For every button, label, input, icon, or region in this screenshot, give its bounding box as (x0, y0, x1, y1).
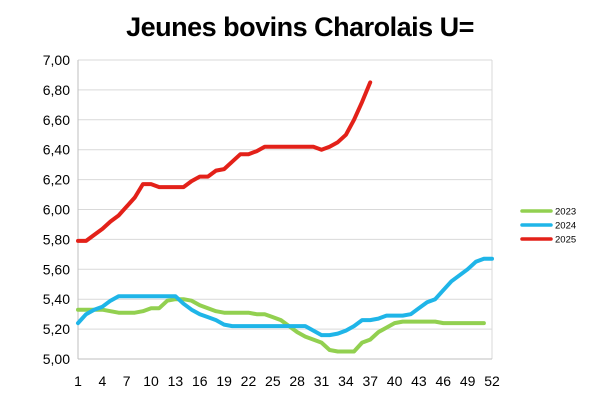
legend: 2023 2024 2025 (520, 207, 576, 246)
y-tick-label: 7,00 (43, 52, 70, 68)
x-tick-label: 7 (123, 373, 131, 389)
legend-label-2024: 2024 (555, 221, 576, 232)
y-tick-label: 5,40 (43, 291, 70, 307)
x-tick-label: 1 (74, 373, 82, 389)
x-tick-label: 34 (338, 373, 354, 389)
x-tick-label: 22 (241, 373, 257, 389)
x-tick-label: 4 (98, 373, 106, 389)
y-tick-label: 5,00 (43, 351, 70, 367)
series-lines (76, 80, 494, 354)
y-tick-label: 6,80 (43, 82, 70, 98)
series-line-2023 (76, 297, 486, 354)
grid (78, 59, 493, 360)
y-tick-label: 6,00 (43, 202, 70, 218)
x-tick-label: 43 (411, 373, 427, 389)
x-tick-label: 13 (168, 373, 184, 389)
x-tick-label: 52 (484, 373, 500, 389)
x-tick-label: 19 (216, 373, 232, 389)
x-tick-label: 49 (460, 373, 476, 389)
legend-label-2025: 2025 (555, 235, 576, 246)
y-tick-label: 6,60 (43, 112, 70, 128)
series-line-2025 (76, 80, 373, 243)
x-tick-label: 46 (436, 373, 452, 389)
y-tick-label: 5,60 (43, 261, 70, 277)
x-tick-label: 31 (314, 373, 330, 389)
y-tick-label: 6,40 (43, 142, 70, 158)
x-tick-label: 25 (265, 373, 281, 389)
y-tick-label: 5,80 (43, 231, 70, 247)
axes: 5,00 5,20 5,40 5,60 5,80 6,00 6,20 6,40 6,60 6,80… (43, 52, 500, 389)
series-line-2024 (76, 256, 494, 338)
x-tick-label: 40 (387, 373, 403, 389)
x-tick-label: 10 (143, 373, 159, 389)
y-tick-label: 6,20 (43, 172, 70, 188)
y-tick-label: 5,20 (43, 321, 70, 337)
x-tick-label: 16 (192, 373, 208, 389)
x-tick-label: 37 (362, 373, 378, 389)
chart-title: Jeunes bovins Charolais U= (126, 12, 474, 42)
x-tick-label: 28 (289, 373, 305, 389)
legend-label-2023: 2023 (555, 207, 576, 218)
